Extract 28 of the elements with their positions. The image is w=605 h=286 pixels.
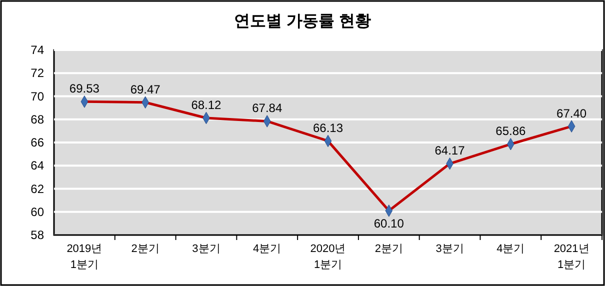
y-tick-label: 70 — [30, 89, 44, 104]
x-tick-label: 2021년 1분기 — [554, 243, 590, 271]
data-label: 69.53 — [69, 82, 100, 96]
y-tick-label: 62 — [30, 182, 44, 196]
x-tick-label: 2019년 1분기 — [66, 243, 102, 271]
data-label: 68.12 — [191, 98, 222, 112]
y-tick-label: 60 — [30, 204, 44, 219]
y-tick-label: 64 — [30, 158, 44, 173]
y-tick-label: 66 — [30, 136, 44, 150]
x-tick-label: 3분기 — [436, 243, 464, 255]
data-label: 66.13 — [312, 120, 344, 135]
data-label: 64.17 — [434, 144, 466, 158]
y-tick-label: 74 — [30, 43, 44, 57]
data-label: 67.84 — [252, 101, 282, 116]
data-label: 69.47 — [130, 82, 161, 96]
x-tick-label: 2분기 — [374, 243, 403, 255]
x-tick-label: 3분기 — [192, 243, 220, 255]
y-tick-label: 72 — [30, 66, 44, 80]
y-tick-label: 68 — [30, 112, 44, 126]
x-tick-label: 4분기 — [496, 243, 525, 255]
chart-title: 연도별 가동률 현황 — [234, 13, 371, 30]
x-tick-label: 2분기 — [131, 243, 160, 255]
data-label: 67.40 — [556, 106, 587, 120]
x-tick-label: 4분기 — [253, 243, 282, 255]
x-tick-label: 2020년 1분기 — [310, 243, 346, 271]
data-label: 65.86 — [496, 124, 526, 138]
y-tick-label: 58 — [30, 228, 44, 242]
data-label: 60.10 — [374, 216, 404, 231]
